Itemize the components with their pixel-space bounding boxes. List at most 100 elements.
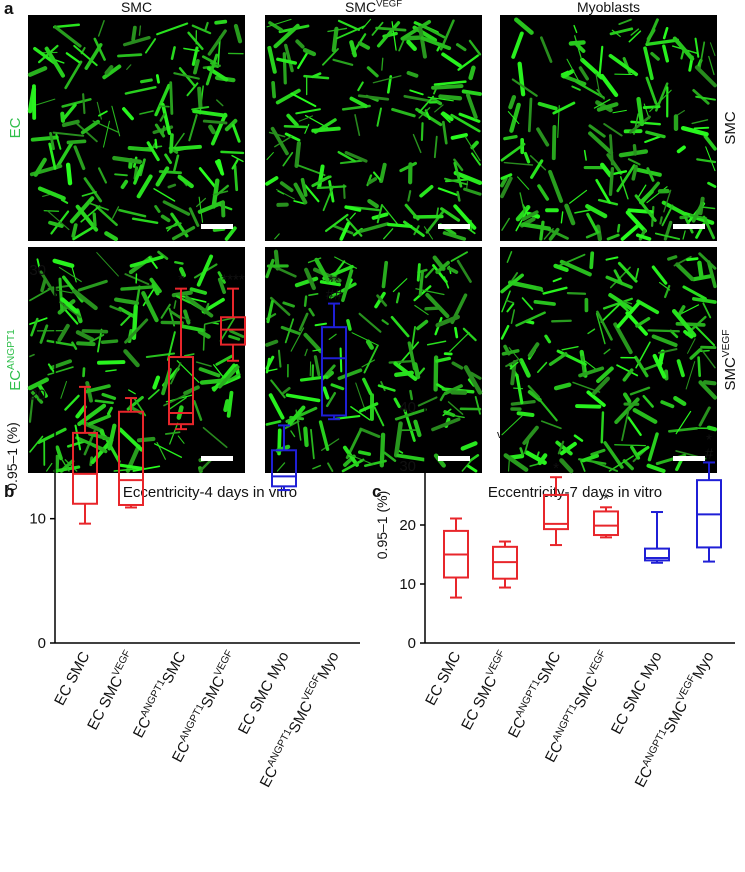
cell <box>649 89 672 113</box>
cell <box>536 127 550 147</box>
cell <box>451 361 464 370</box>
box <box>118 410 144 506</box>
cell <box>126 64 132 70</box>
cell <box>159 105 170 108</box>
cell <box>30 390 44 404</box>
cell <box>566 58 580 83</box>
cell <box>49 132 55 151</box>
cell <box>358 312 382 333</box>
cell <box>282 386 291 395</box>
cell <box>470 140 479 150</box>
cell <box>515 373 524 405</box>
cell <box>271 80 277 99</box>
cell <box>274 135 292 148</box>
cell <box>588 131 614 155</box>
cell <box>595 312 606 345</box>
cell <box>165 222 182 230</box>
cell <box>327 462 334 472</box>
text-part: EC <box>257 764 282 791</box>
cell <box>224 226 237 241</box>
cell <box>173 154 180 172</box>
cell <box>298 115 314 122</box>
cell <box>613 269 624 286</box>
cell <box>65 162 73 186</box>
y-tick-label: 20 <box>399 517 416 534</box>
cell <box>614 444 646 447</box>
cell <box>159 113 166 122</box>
cell <box>675 410 692 435</box>
cell <box>293 200 306 205</box>
cell <box>553 263 569 273</box>
cell <box>361 18 372 30</box>
cell <box>608 455 634 472</box>
cell <box>503 134 518 141</box>
text-part: VEGF <box>485 648 508 678</box>
cell <box>394 408 427 421</box>
cell <box>111 105 121 137</box>
cell <box>376 294 388 307</box>
cell <box>697 260 704 278</box>
cell <box>284 318 295 344</box>
text-part: ANGPT1 <box>139 678 168 719</box>
text-part: Myoblasts <box>577 0 640 15</box>
cell <box>270 126 289 156</box>
cell <box>376 203 383 224</box>
cell <box>314 322 328 327</box>
cell <box>501 217 510 231</box>
cell <box>52 258 75 268</box>
cell <box>285 393 321 403</box>
cell <box>466 93 478 120</box>
cell <box>584 360 596 370</box>
cell <box>602 297 634 310</box>
cell <box>702 302 712 319</box>
cell <box>454 326 459 339</box>
cell <box>169 81 174 115</box>
cell <box>76 341 96 347</box>
cell <box>608 53 639 77</box>
cell <box>709 42 716 57</box>
cell <box>151 283 160 296</box>
cell <box>136 436 156 443</box>
cell <box>423 226 434 240</box>
cell <box>233 23 243 44</box>
cell <box>29 435 44 453</box>
cell <box>600 302 621 323</box>
cell <box>701 206 716 210</box>
cell <box>676 359 685 378</box>
cell <box>662 26 669 40</box>
cell <box>160 214 171 223</box>
cell <box>197 86 203 110</box>
cell <box>682 285 707 301</box>
cell <box>214 19 228 25</box>
cell <box>379 162 387 184</box>
cell <box>551 125 557 161</box>
cell <box>706 425 718 432</box>
cell <box>168 396 187 411</box>
cell <box>64 394 80 411</box>
cell <box>96 252 119 277</box>
cell <box>559 259 592 277</box>
cell <box>47 210 70 231</box>
cell <box>351 332 379 346</box>
cell <box>328 333 337 340</box>
cell <box>515 311 546 327</box>
cell <box>177 435 185 444</box>
cell <box>552 277 562 283</box>
cell <box>304 348 308 357</box>
cell <box>400 19 432 41</box>
cell <box>444 177 468 186</box>
cell <box>172 147 188 152</box>
cell <box>77 403 107 427</box>
cell <box>426 340 447 346</box>
cell <box>73 145 86 171</box>
cell <box>423 25 446 39</box>
box <box>321 326 347 417</box>
cell <box>55 133 62 150</box>
cell <box>443 276 450 289</box>
cell <box>268 393 285 420</box>
cell <box>393 421 403 458</box>
cell <box>300 177 308 197</box>
cell <box>88 432 111 441</box>
cell <box>60 380 68 399</box>
cell <box>265 258 275 279</box>
